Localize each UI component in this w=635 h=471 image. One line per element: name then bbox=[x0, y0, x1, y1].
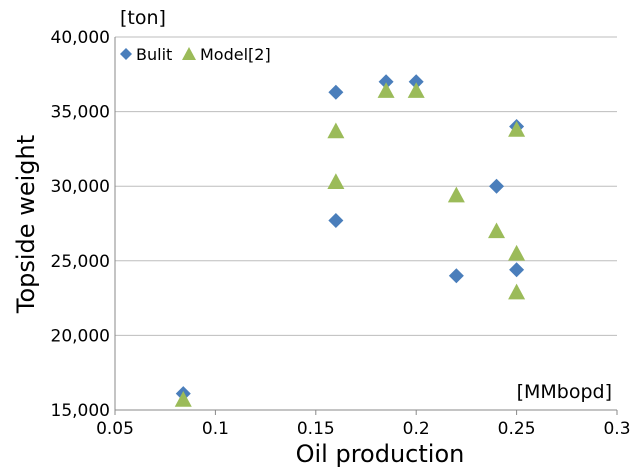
model-point bbox=[327, 122, 345, 139]
legend-diamond-marker bbox=[120, 48, 132, 60]
bulit-point bbox=[489, 178, 505, 194]
y-tick-labels: 15,000 20,000 25,000 30,000 35,000 40,000 bbox=[51, 28, 110, 421]
bulit-point bbox=[448, 268, 464, 284]
series-bulit bbox=[175, 74, 525, 402]
model-point bbox=[377, 82, 395, 98]
y-unit-label: [ton] bbox=[120, 7, 166, 29]
y-tick-label: 35,000 bbox=[51, 103, 110, 123]
legend-item-bulit: Bulit bbox=[120, 45, 172, 64]
y-tick-label: 25,000 bbox=[51, 252, 110, 272]
model-point bbox=[508, 283, 526, 300]
y-tick-label: 30,000 bbox=[51, 177, 110, 197]
x-tick-label: 0.2 bbox=[403, 419, 430, 439]
x-tick-labels: 0.05 0.1 0.15 0.2 0.25 0.3 bbox=[96, 419, 630, 439]
legend-label-bulit: Bulit bbox=[136, 45, 172, 64]
model-point bbox=[174, 391, 192, 407]
x-axis-title: Oil production bbox=[296, 440, 465, 468]
y-tick-label: 20,000 bbox=[51, 326, 110, 346]
bulit-point bbox=[509, 262, 525, 278]
model-point bbox=[508, 244, 526, 261]
axes bbox=[114, 37, 618, 415]
model-point bbox=[447, 186, 465, 203]
x-tick-label: 0.3 bbox=[603, 419, 630, 439]
legend-label-model: Model[2] bbox=[200, 45, 271, 64]
x-tick-label: 0.1 bbox=[202, 419, 229, 439]
model-point bbox=[407, 82, 425, 98]
y-tick-label: 40,000 bbox=[51, 28, 110, 48]
bulit-point bbox=[328, 213, 344, 229]
bulit-point bbox=[328, 84, 344, 100]
y-tick-label: 15,000 bbox=[51, 401, 110, 421]
data-series bbox=[174, 74, 526, 407]
x-tick-label: 0.25 bbox=[498, 419, 536, 439]
model-point bbox=[488, 222, 506, 239]
model-point bbox=[327, 173, 345, 189]
y-axis-title: Topside weight bbox=[12, 135, 40, 314]
model-point bbox=[508, 121, 526, 137]
gridlines bbox=[115, 36, 617, 336]
x-tick-label: 0.05 bbox=[96, 419, 134, 439]
legend-item-model: Model[2] bbox=[182, 45, 271, 64]
series-model bbox=[174, 82, 526, 407]
bulit-point bbox=[378, 74, 394, 90]
bulit-point bbox=[408, 74, 424, 90]
x-tick-label: 0.15 bbox=[297, 419, 335, 439]
x-unit-label: [MMbopd] bbox=[517, 381, 612, 403]
legend: Bulit Model[2] bbox=[120, 45, 271, 64]
legend-triangle-marker bbox=[182, 47, 196, 60]
